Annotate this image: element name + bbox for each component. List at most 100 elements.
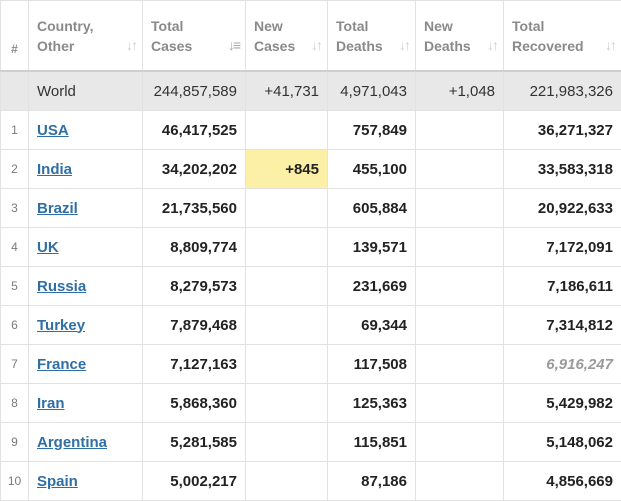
total-deaths: 139,571 <box>328 228 416 267</box>
country-cell: UK <box>29 228 143 267</box>
total-recovered: 5,148,062 <box>504 423 621 462</box>
total-cases: 5,868,360 <box>143 384 246 423</box>
country-cell: Argentina <box>29 423 143 462</box>
total-cases: 46,417,525 <box>143 111 246 150</box>
total-deaths: 605,884 <box>328 189 416 228</box>
total-recovered: 20,922,633 <box>504 189 621 228</box>
country-cell: USA <box>29 111 143 150</box>
new-cases <box>246 423 328 462</box>
new-cases: +845 <box>246 150 328 189</box>
country-cell: India <box>29 150 143 189</box>
new-cases <box>246 267 328 306</box>
total-deaths: 117,508 <box>328 345 416 384</box>
new-deaths <box>416 189 504 228</box>
total-recovered: 5,429,982 <box>504 384 621 423</box>
new-deaths <box>416 267 504 306</box>
country-link-france[interactable]: France <box>37 356 86 373</box>
country-link-india[interactable]: India <box>37 161 72 178</box>
total-cases: 244,857,589 <box>143 71 246 111</box>
row-rank: 6 <box>1 306 29 345</box>
country-cell: France <box>29 345 143 384</box>
total-deaths: 231,669 <box>328 267 416 306</box>
total-recovered: 7,314,812 <box>504 306 621 345</box>
header-rank[interactable]: # <box>1 1 29 72</box>
world-row: World 244,857,589 +41,731 4,971,043 +1,0… <box>1 71 621 111</box>
country-cell: Brazil <box>29 189 143 228</box>
country-link-iran[interactable]: Iran <box>37 395 65 412</box>
header-country[interactable]: Country,Other↓↑ <box>29 1 143 72</box>
total-deaths: 757,849 <box>328 111 416 150</box>
table-row: 3 Brazil 21,735,560 605,884 20,922,633 <box>1 189 621 228</box>
new-deaths: +1,048 <box>416 71 504 111</box>
total-recovered: 33,583,318 <box>504 150 621 189</box>
country-link-brazil[interactable]: Brazil <box>37 200 78 217</box>
new-deaths <box>416 306 504 345</box>
row-rank: 4 <box>1 228 29 267</box>
table-row: 6 Turkey 7,879,468 69,344 7,314,812 <box>1 306 621 345</box>
total-recovered: 221,983,326 <box>504 71 621 111</box>
total-cases: 7,879,468 <box>143 306 246 345</box>
country-link-spain[interactable]: Spain <box>37 473 78 490</box>
sort-descending-icon[interactable]: ↓≡ <box>228 35 239 56</box>
country-link-russia[interactable]: Russia <box>37 278 86 295</box>
new-deaths <box>416 150 504 189</box>
country-link-uk[interactable]: UK <box>37 239 59 256</box>
country-cell: Iran <box>29 384 143 423</box>
sort-icon[interactable]: ↓↑ <box>311 35 321 56</box>
table-row: 2 India 34,202,202 +845 455,100 33,583,3… <box>1 150 621 189</box>
new-cases <box>246 228 328 267</box>
total-cases: 8,279,573 <box>143 267 246 306</box>
total-cases: 21,735,560 <box>143 189 246 228</box>
country-cell: Turkey <box>29 306 143 345</box>
table-row: 4 UK 8,809,774 139,571 7,172,091 <box>1 228 621 267</box>
new-deaths <box>416 384 504 423</box>
new-deaths <box>416 345 504 384</box>
total-cases: 5,281,585 <box>143 423 246 462</box>
world-label: World <box>29 71 143 111</box>
row-rank <box>1 71 29 111</box>
country-link-argentina[interactable]: Argentina <box>37 434 107 451</box>
row-rank: 7 <box>1 345 29 384</box>
new-cases <box>246 345 328 384</box>
sort-icon[interactable]: ↓↑ <box>399 35 409 56</box>
total-deaths: 69,344 <box>328 306 416 345</box>
country-link-usa[interactable]: USA <box>37 122 69 139</box>
row-rank: 2 <box>1 150 29 189</box>
new-deaths <box>416 228 504 267</box>
total-deaths: 455,100 <box>328 150 416 189</box>
new-deaths <box>416 111 504 150</box>
total-cases: 7,127,163 <box>143 345 246 384</box>
country-link-turkey[interactable]: Turkey <box>37 317 85 334</box>
row-rank: 1 <box>1 111 29 150</box>
table-row: 5 Russia 8,279,573 231,669 7,186,611 <box>1 267 621 306</box>
sort-icon[interactable]: ↓↑ <box>605 35 615 56</box>
sort-icon[interactable]: ↓↑ <box>126 35 136 56</box>
new-deaths <box>416 423 504 462</box>
table-row: 8 Iran 5,868,360 125,363 5,429,982 <box>1 384 621 423</box>
row-rank: 3 <box>1 189 29 228</box>
total-deaths: 4,971,043 <box>328 71 416 111</box>
total-cases: 34,202,202 <box>143 150 246 189</box>
total-recovered: 6,916,247 <box>504 345 621 384</box>
row-rank: 9 <box>1 423 29 462</box>
total-recovered: 7,186,611 <box>504 267 621 306</box>
total-recovered: 7,172,091 <box>504 228 621 267</box>
total-deaths: 125,363 <box>328 384 416 423</box>
country-cell: Russia <box>29 267 143 306</box>
new-cases <box>246 306 328 345</box>
row-rank: 5 <box>1 267 29 306</box>
new-cases: +41,731 <box>246 71 328 111</box>
total-recovered: 36,271,327 <box>504 111 621 150</box>
row-rank: 8 <box>1 384 29 423</box>
new-cases <box>246 111 328 150</box>
new-cases <box>246 189 328 228</box>
total-cases: 8,809,774 <box>143 228 246 267</box>
sort-icon[interactable]: ↓↑ <box>487 35 497 56</box>
